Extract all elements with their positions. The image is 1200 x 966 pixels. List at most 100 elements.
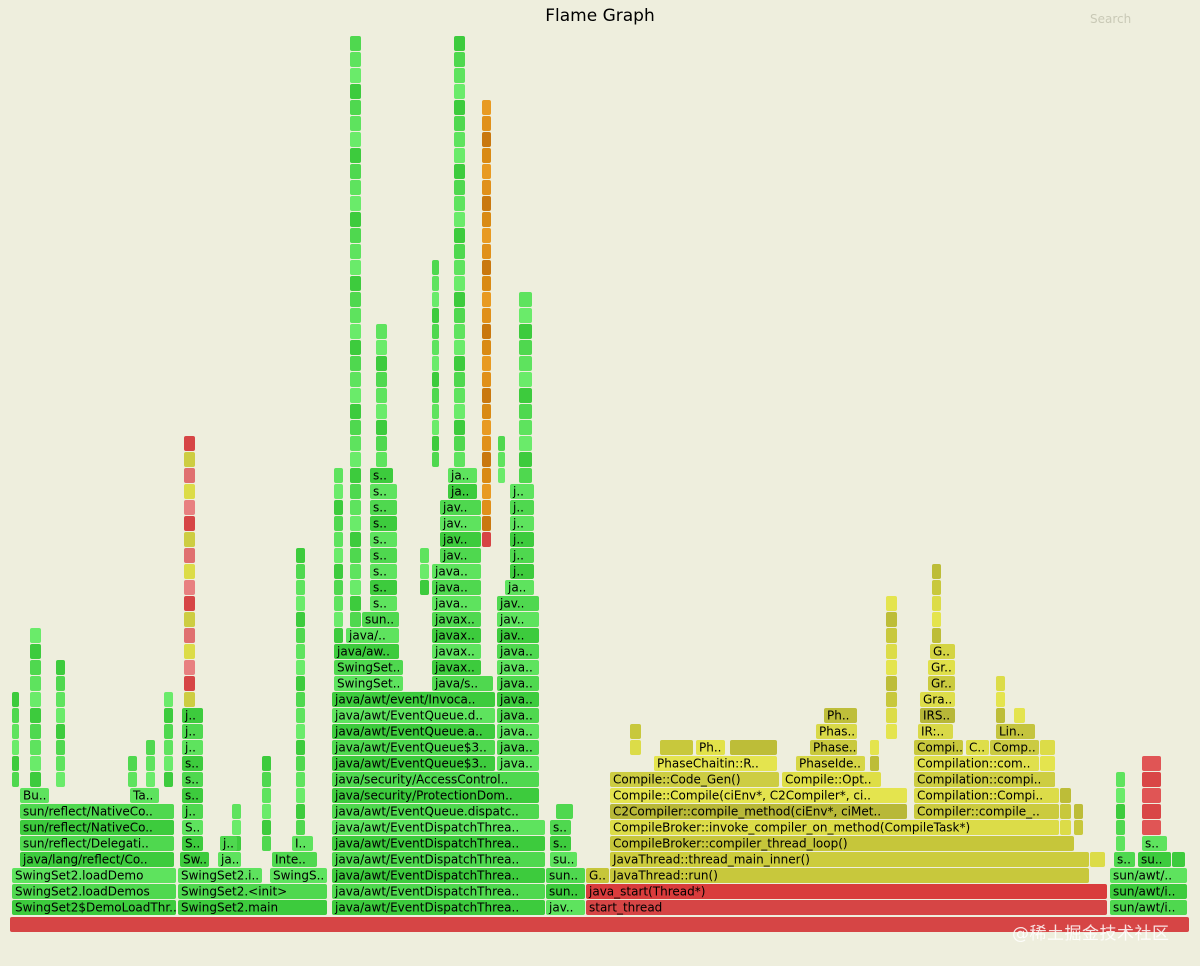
stack-frame[interactable]: java.. xyxy=(432,580,481,595)
stack-frame[interactable] xyxy=(482,132,491,147)
frame-rect[interactable] xyxy=(370,468,393,483)
frame-rect[interactable] xyxy=(782,772,881,787)
frame-rect[interactable] xyxy=(630,740,641,755)
stack-frame[interactable] xyxy=(376,340,387,355)
stack-frame[interactable] xyxy=(886,596,897,611)
frame-rect[interactable] xyxy=(432,388,439,403)
stack-frame[interactable]: s.. xyxy=(370,564,397,579)
stack-frame[interactable] xyxy=(296,740,305,755)
frame-rect[interactable] xyxy=(886,708,897,723)
frame-rect[interactable] xyxy=(870,740,879,755)
stack-frame[interactable]: sun.. xyxy=(546,868,585,883)
frame-rect[interactable] xyxy=(432,260,439,275)
stack-frame[interactable] xyxy=(296,548,305,563)
stack-frame[interactable] xyxy=(932,628,941,643)
stack-frame[interactable] xyxy=(184,628,195,643)
frame-rect[interactable] xyxy=(519,388,532,403)
frame-rect[interactable] xyxy=(1074,804,1083,819)
stack-frame[interactable]: Ta.. xyxy=(130,788,159,803)
frame-rect[interactable] xyxy=(12,900,176,915)
frame-rect[interactable] xyxy=(350,212,361,227)
stack-frame[interactable]: s.. xyxy=(182,772,203,787)
stack-frame[interactable]: CompileBroker::compiler_thread_loop() xyxy=(610,836,1074,851)
frame-rect[interactable] xyxy=(482,116,491,131)
stack-frame[interactable]: java.. xyxy=(497,724,539,739)
frame-rect[interactable] xyxy=(930,644,955,659)
stack-frame[interactable] xyxy=(262,836,271,851)
frame-rect[interactable] xyxy=(376,324,387,339)
frame-rect[interactable] xyxy=(1138,852,1171,867)
stack-frame[interactable]: Phas.. xyxy=(816,724,857,739)
frame-rect[interactable] xyxy=(376,420,387,435)
stack-frame[interactable] xyxy=(482,228,491,243)
frame-rect[interactable] xyxy=(272,852,317,867)
frame-rect[interactable] xyxy=(1040,740,1055,755)
frame-rect[interactable] xyxy=(886,724,897,739)
stack-frame[interactable] xyxy=(454,196,465,211)
stack-frame[interactable] xyxy=(56,756,65,771)
stack-frame[interactable] xyxy=(164,740,173,755)
stack-frame[interactable] xyxy=(296,580,305,595)
stack-frame[interactable] xyxy=(932,596,941,611)
frame-rect[interactable] xyxy=(928,676,955,691)
stack-frame[interactable] xyxy=(232,820,241,835)
frame-rect[interactable] xyxy=(350,564,361,579)
stack-frame[interactable]: java_start(Thread*) xyxy=(586,884,1107,899)
stack-frame[interactable]: j.. xyxy=(510,484,534,499)
stack-frame[interactable] xyxy=(56,724,65,739)
stack-frame[interactable]: JavaThread::run() xyxy=(610,868,1089,883)
frame-rect[interactable] xyxy=(420,548,429,563)
frame-rect[interactable] xyxy=(586,884,1107,899)
frame-rect[interactable] xyxy=(296,692,305,707)
stack-frame[interactable]: IR:.. xyxy=(918,724,953,739)
frame-rect[interactable] xyxy=(696,740,725,755)
stack-frame[interactable] xyxy=(12,772,19,787)
frame-rect[interactable] xyxy=(824,708,857,723)
frame-rect[interactable] xyxy=(482,388,491,403)
stack-frame[interactable]: j.. xyxy=(510,532,534,547)
stack-frame[interactable] xyxy=(350,484,361,499)
frame-rect[interactable] xyxy=(654,756,777,771)
stack-frame[interactable] xyxy=(56,676,65,691)
stack-frame[interactable]: java.. xyxy=(432,564,481,579)
frame-rect[interactable] xyxy=(334,580,343,595)
stack-frame[interactable]: S.. xyxy=(182,836,203,851)
frame-rect[interactable] xyxy=(332,820,545,835)
stack-frame[interactable]: jav.. xyxy=(497,596,539,611)
stack-frame[interactable]: Ph.. xyxy=(824,708,857,723)
stack-frame[interactable] xyxy=(296,788,305,803)
stack-frame[interactable] xyxy=(334,500,343,515)
stack-frame[interactable]: Compi.. xyxy=(914,740,963,755)
frame-rect[interactable] xyxy=(164,692,173,707)
frame-rect[interactable] xyxy=(550,852,577,867)
frame-rect[interactable] xyxy=(914,772,1055,787)
frame-rect[interactable] xyxy=(220,836,237,851)
frame-rect[interactable] xyxy=(482,452,491,467)
stack-frame[interactable] xyxy=(482,164,491,179)
stack-frame[interactable]: java/awt/EventQueue.d.. xyxy=(332,708,495,723)
frame-rect[interactable] xyxy=(519,356,532,371)
stack-frame[interactable]: ja.. xyxy=(448,468,477,483)
frame-rect[interactable] xyxy=(497,724,539,739)
stack-frame[interactable]: java/awt/EventQueue$3.. xyxy=(332,740,495,755)
stack-frame[interactable] xyxy=(996,708,1005,723)
frame-rect[interactable] xyxy=(432,628,481,643)
stack-frame[interactable] xyxy=(262,820,271,835)
frame-rect[interactable] xyxy=(454,276,465,291)
stack-frame[interactable] xyxy=(350,452,361,467)
stack-frame[interactable] xyxy=(350,388,361,403)
stack-frame[interactable] xyxy=(482,180,491,195)
stack-frame[interactable] xyxy=(482,260,491,275)
frame-rect[interactable] xyxy=(232,820,241,835)
stack-frame[interactable] xyxy=(454,36,465,51)
stack-frame[interactable] xyxy=(30,692,41,707)
stack-frame[interactable] xyxy=(420,564,429,579)
frame-rect[interactable] xyxy=(920,692,955,707)
frame-rect[interactable] xyxy=(56,756,65,771)
frame-rect[interactable] xyxy=(482,356,491,371)
stack-frame[interactable]: su.. xyxy=(1138,852,1171,867)
frame-rect[interactable] xyxy=(184,660,195,675)
frame-rect[interactable] xyxy=(510,564,534,579)
frame-rect[interactable] xyxy=(334,564,343,579)
frame-rect[interactable] xyxy=(546,900,585,915)
